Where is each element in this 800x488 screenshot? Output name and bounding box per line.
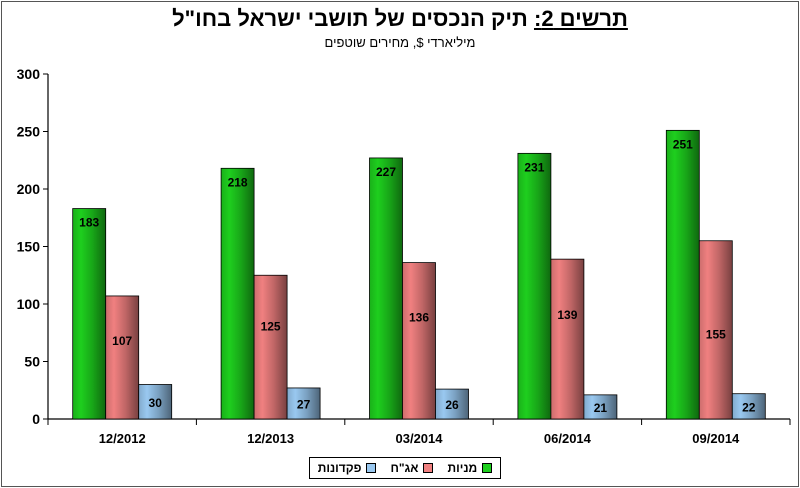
legend-swatch-bonds [423,463,434,473]
data-label-deposits: 30 [149,396,163,410]
data-label-stocks: 251 [673,137,693,151]
bar-deposits [583,394,618,420]
bar-stocks [220,167,255,420]
chart-title-prefix: תרשים 2: [533,6,628,31]
legend-label-stocks: מניות [447,461,478,475]
y-tick-label: 200 [17,181,41,197]
chart-legend: מניות אג"ח פקדונות [309,457,501,479]
chart-bars [72,129,766,420]
data-label-deposits: 26 [445,398,459,412]
bar-bonds [253,274,288,420]
y-tick-label: 250 [17,124,41,140]
legend-label-deposits: פקדונות [317,461,362,475]
data-label-bonds: 139 [557,308,577,322]
bar-bonds [105,295,140,420]
bar-deposits [435,388,469,420]
data-label-bonds: 125 [261,319,281,333]
legend-item-bonds: אג"ח [390,461,434,475]
legend-item-stocks: מניות [447,461,493,475]
legend-label-bonds: אג"ח [390,461,419,475]
data-label-deposits: 22 [742,400,756,414]
data-label-stocks: 227 [376,165,396,179]
x-tick-label: 12/2013 [247,431,294,446]
data-label-bonds: 155 [706,327,726,341]
data-label-stocks: 218 [228,175,248,189]
chart-title: תרשים 2: תיק הנכסים של תושבי ישראל בחו"ל [0,6,800,32]
bar-deposits [731,393,766,420]
legend-swatch-stocks [482,463,493,473]
bar-bonds [402,262,436,420]
data-label-bonds: 107 [112,334,132,348]
x-tick-label: 03/2014 [396,431,444,446]
bar-deposits [138,384,173,420]
y-tick-label: 50 [24,354,40,370]
legend-item-deposits: פקדונות [318,461,377,475]
data-label-deposits: 27 [297,397,311,411]
chart-subtitle: מיליארדי $, מחירים שוטפים [324,35,476,50]
x-tick-label: 09/2014 [692,431,740,446]
data-label-stocks: 183 [79,216,99,230]
y-tick-label: 100 [17,296,41,312]
y-tick-label: 150 [17,239,41,255]
data-label-deposits: 21 [594,401,608,415]
bar-deposits [286,387,321,420]
bar-stocks [369,157,403,420]
bar-stocks [665,129,700,420]
y-tick-label: 300 [17,66,41,82]
chart-labels: 12/2012 12/2013 03/2014 06/2014 09/2014 183 10… [79,137,756,446]
legend-swatch-deposits [366,463,377,473]
data-label-bonds: 136 [409,311,429,325]
y-tick-label: 0 [32,411,40,427]
bar-stocks [517,152,552,420]
data-label-stocks: 231 [524,160,544,174]
bar-bonds [550,258,585,420]
bar-stocks [72,208,107,420]
x-tick-label: 06/2014 [544,431,592,446]
x-tick-label: 12/2012 [99,431,146,446]
chart-title-main: תיק הנכסים של תושבי ישראל בחו"ל [172,6,528,31]
bar-bonds [698,240,733,420]
